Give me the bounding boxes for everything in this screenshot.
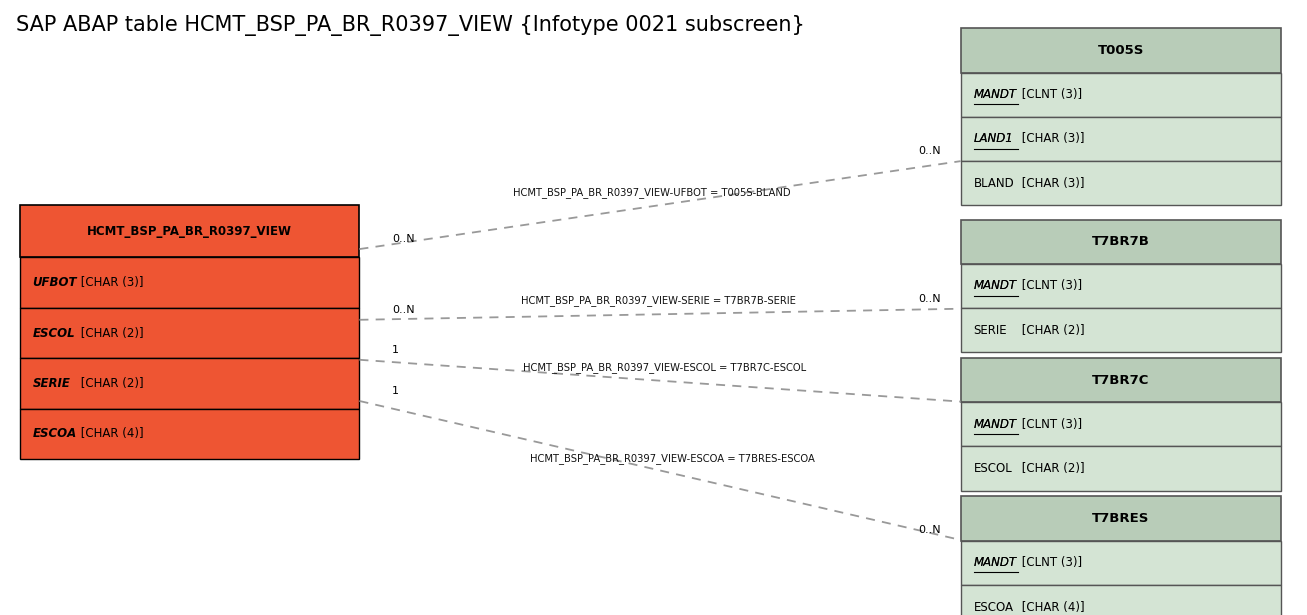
- Text: [CHAR (4)]: [CHAR (4)]: [1018, 600, 1085, 614]
- FancyBboxPatch shape: [20, 308, 359, 358]
- Text: SERIE: SERIE: [974, 323, 1008, 337]
- Text: [CHAR (3)]: [CHAR (3)]: [1018, 132, 1085, 146]
- Text: MANDT: MANDT: [974, 279, 1017, 293]
- Text: SERIE: SERIE: [33, 377, 71, 390]
- FancyBboxPatch shape: [961, 161, 1281, 205]
- Text: [CHAR (2)]: [CHAR (2)]: [1018, 462, 1085, 475]
- Text: BLAND: BLAND: [974, 177, 1014, 190]
- Text: LAND1: LAND1: [974, 132, 1013, 146]
- Text: MANDT: MANDT: [974, 418, 1017, 431]
- Text: SAP ABAP table HCMT_BSP_PA_BR_R0397_VIEW {Infotype 0021 subscreen}: SAP ABAP table HCMT_BSP_PA_BR_R0397_VIEW…: [16, 15, 804, 36]
- Text: HCMT_BSP_PA_BR_R0397_VIEW: HCMT_BSP_PA_BR_R0397_VIEW: [88, 224, 291, 238]
- Text: 0..N: 0..N: [392, 234, 414, 244]
- Text: 0..N: 0..N: [392, 305, 414, 315]
- Text: T7BR7B: T7BR7B: [1091, 235, 1150, 248]
- Text: HCMT_BSP_PA_BR_R0397_VIEW-UFBOT = T005S-BLAND: HCMT_BSP_PA_BR_R0397_VIEW-UFBOT = T005S-…: [512, 187, 791, 197]
- FancyBboxPatch shape: [961, 308, 1281, 352]
- Text: MANDT: MANDT: [974, 418, 1017, 431]
- Text: [CHAR (2)]: [CHAR (2)]: [77, 377, 144, 390]
- Text: 0..N: 0..N: [919, 525, 941, 535]
- Text: 1: 1: [392, 386, 399, 396]
- FancyBboxPatch shape: [961, 541, 1281, 585]
- Text: MANDT: MANDT: [974, 556, 1017, 569]
- Text: ESCOA: ESCOA: [33, 427, 77, 440]
- Text: [CHAR (2)]: [CHAR (2)]: [77, 327, 144, 339]
- Text: [CHAR (2)]: [CHAR (2)]: [1018, 323, 1085, 337]
- Text: MANDT: MANDT: [974, 88, 1017, 101]
- Text: [CHAR (3)]: [CHAR (3)]: [1018, 177, 1085, 190]
- Text: [CLNT (3)]: [CLNT (3)]: [1018, 279, 1082, 293]
- FancyBboxPatch shape: [961, 446, 1281, 491]
- Text: 0..N: 0..N: [919, 294, 941, 304]
- Text: [CLNT (3)]: [CLNT (3)]: [1018, 556, 1082, 569]
- Text: HCMT_BSP_PA_BR_R0397_VIEW-ESCOA = T7BRES-ESCOA: HCMT_BSP_PA_BR_R0397_VIEW-ESCOA = T7BRES…: [531, 453, 816, 464]
- Text: HCMT_BSP_PA_BR_R0397_VIEW-ESCOL = T7BR7C-ESCOL: HCMT_BSP_PA_BR_R0397_VIEW-ESCOL = T7BR7C…: [523, 362, 806, 373]
- FancyBboxPatch shape: [961, 585, 1281, 615]
- Text: T005S: T005S: [1098, 44, 1144, 57]
- FancyBboxPatch shape: [961, 117, 1281, 161]
- FancyBboxPatch shape: [20, 358, 359, 408]
- Text: [CLNT (3)]: [CLNT (3)]: [1018, 418, 1082, 431]
- Text: T7BRES: T7BRES: [1093, 512, 1149, 525]
- Text: 1: 1: [392, 345, 399, 355]
- FancyBboxPatch shape: [961, 358, 1281, 402]
- FancyBboxPatch shape: [20, 205, 359, 257]
- Text: [CHAR (3)]: [CHAR (3)]: [77, 276, 144, 289]
- FancyBboxPatch shape: [961, 496, 1281, 541]
- Text: T7BR7C: T7BR7C: [1093, 373, 1149, 387]
- FancyBboxPatch shape: [961, 402, 1281, 446]
- Text: ESCOL: ESCOL: [974, 462, 1013, 475]
- Text: LAND1: LAND1: [974, 132, 1013, 146]
- Text: [CHAR (4)]: [CHAR (4)]: [77, 427, 144, 440]
- Text: MANDT: MANDT: [974, 556, 1017, 569]
- FancyBboxPatch shape: [961, 73, 1281, 117]
- Text: MANDT: MANDT: [974, 279, 1017, 293]
- FancyBboxPatch shape: [961, 220, 1281, 264]
- Text: ESCOL: ESCOL: [33, 327, 76, 339]
- FancyBboxPatch shape: [961, 264, 1281, 308]
- FancyBboxPatch shape: [961, 28, 1281, 73]
- Text: UFBOT: UFBOT: [33, 276, 77, 289]
- Text: HCMT_BSP_PA_BR_R0397_VIEW-SERIE = T7BR7B-SERIE: HCMT_BSP_PA_BR_R0397_VIEW-SERIE = T7BR7B…: [521, 295, 796, 306]
- FancyBboxPatch shape: [20, 408, 359, 459]
- Text: ESCOA: ESCOA: [974, 600, 1014, 614]
- Text: 0..N: 0..N: [919, 146, 941, 156]
- Text: MANDT: MANDT: [974, 88, 1017, 101]
- Text: [CLNT (3)]: [CLNT (3)]: [1018, 88, 1082, 101]
- FancyBboxPatch shape: [20, 257, 359, 308]
